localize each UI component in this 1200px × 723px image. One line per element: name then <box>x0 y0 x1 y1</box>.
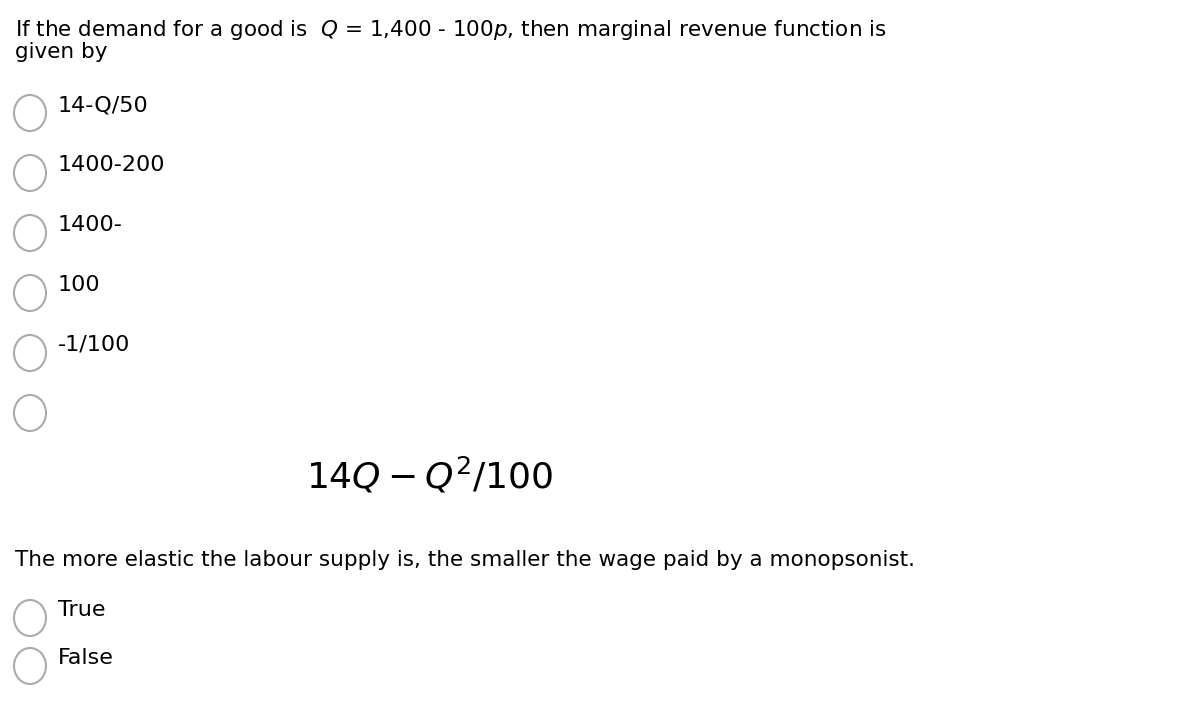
Text: $14Q - Q^2/100$: $14Q - Q^2/100$ <box>306 455 553 495</box>
Text: given by: given by <box>14 42 108 62</box>
Text: 14-Q/50: 14-Q/50 <box>58 95 149 115</box>
Text: 1400-: 1400- <box>58 215 122 235</box>
Text: -1/100: -1/100 <box>58 335 131 355</box>
Text: 100: 100 <box>58 275 101 295</box>
Text: The more elastic the labour supply is, the smaller the wage paid by a monopsonis: The more elastic the labour supply is, t… <box>14 550 916 570</box>
Text: If the demand for a good is  $Q$ = 1,400 - 100$p$, then marginal revenue functio: If the demand for a good is $Q$ = 1,400 … <box>14 18 887 42</box>
Text: False: False <box>58 648 114 668</box>
Text: True: True <box>58 600 106 620</box>
Text: 1400-200: 1400-200 <box>58 155 166 175</box>
